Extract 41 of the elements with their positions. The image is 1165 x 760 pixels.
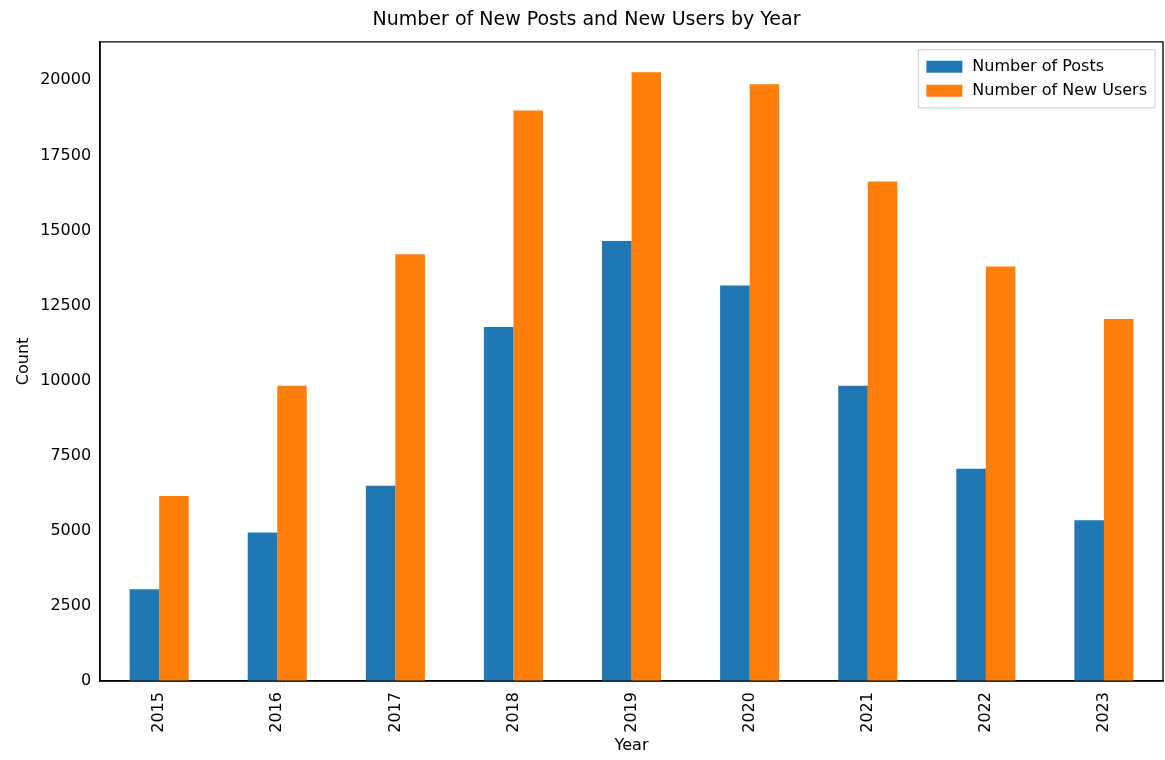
x-axis-title: Year	[613, 734, 649, 754]
bar	[867, 181, 898, 682]
y-tick-label: 5000	[50, 520, 92, 540]
y-tick-label: 2500	[50, 595, 92, 615]
legend-label: Number of New Users	[972, 79, 1147, 99]
y-tick-label: 12500	[40, 294, 92, 314]
bar	[1103, 319, 1134, 682]
bar	[631, 72, 662, 682]
y-tick-label: 10000	[40, 369, 92, 389]
x-tick-label: 2019	[620, 692, 640, 733]
bar	[129, 589, 160, 682]
y-axis-title: Count	[12, 337, 32, 386]
y-tick-label: 20000	[40, 69, 92, 89]
bar	[247, 532, 278, 682]
bar	[749, 84, 780, 682]
x-tick-label: 2022	[975, 692, 995, 733]
legend-label: Number of Posts	[972, 55, 1105, 75]
y-tick-label: 15000	[40, 219, 92, 239]
bar	[513, 110, 543, 682]
x-tick-label: 2023	[1093, 692, 1113, 733]
bar	[395, 254, 425, 682]
bar	[277, 385, 307, 682]
x-tick-label: 2018	[502, 692, 522, 733]
bar	[483, 326, 514, 682]
y-tick-label: 0	[80, 670, 92, 690]
y-tick-label: 7500	[50, 444, 92, 464]
x-tick-label: 2020	[738, 692, 758, 733]
bar	[602, 240, 632, 682]
bar	[1074, 520, 1104, 682]
bar	[838, 385, 868, 682]
x-tick-label: 2015	[148, 692, 168, 733]
chart-title: Number of New Posts and New Users by Year	[372, 7, 801, 30]
bar	[365, 485, 396, 682]
bar	[720, 285, 750, 682]
x-tick-label: 2017	[384, 692, 404, 733]
x-tick-label: 2016	[266, 692, 286, 733]
y-tick-label: 17500	[40, 144, 92, 164]
bar	[956, 468, 986, 682]
x-tick-label: 2021	[856, 692, 876, 733]
bar	[159, 496, 189, 682]
bar	[985, 266, 1016, 682]
